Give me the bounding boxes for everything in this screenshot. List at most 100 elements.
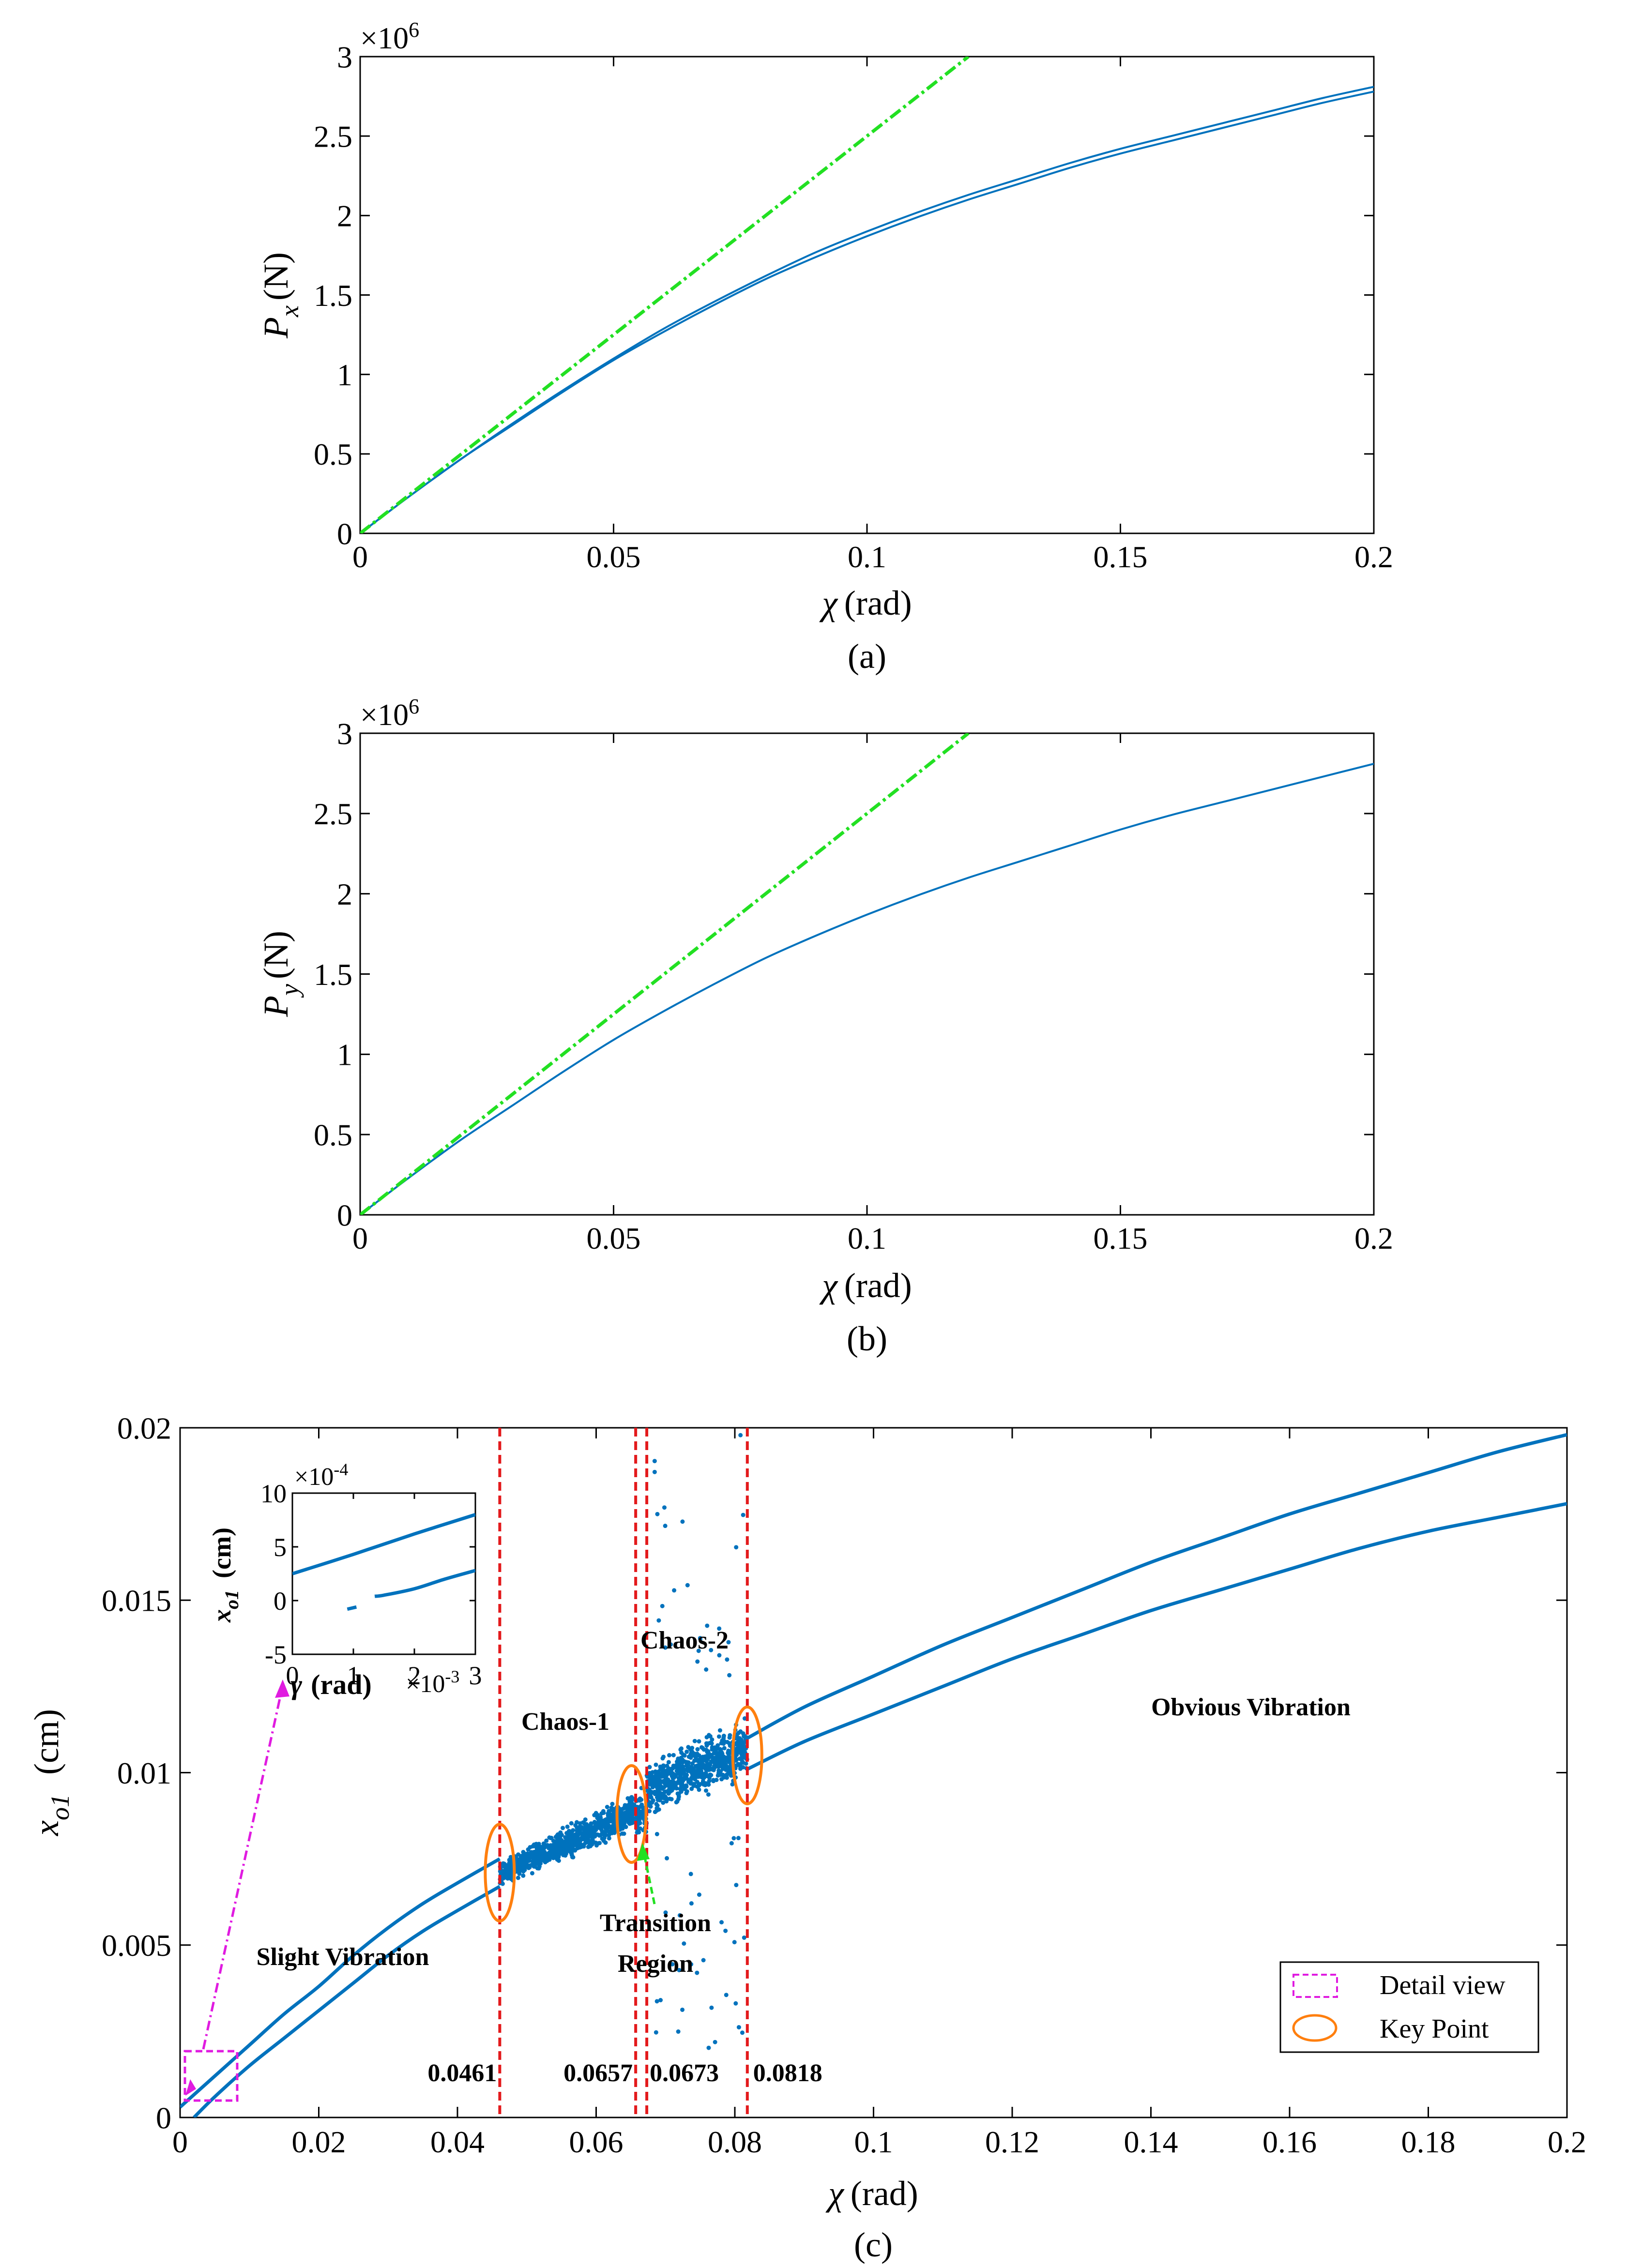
- scatter-point: [636, 1807, 641, 1812]
- scatter-point: [728, 1743, 732, 1748]
- scatter-point: [637, 1817, 642, 1822]
- x-tick-label: 0: [172, 2125, 188, 2159]
- scatter-point: [528, 1845, 532, 1850]
- annotation-slight-vibration: Slight Vibration: [257, 1943, 429, 1971]
- scatter-point: [743, 1734, 747, 1739]
- scatter-point: [651, 1783, 655, 1787]
- scatter-point: [628, 1809, 633, 1814]
- scatter-point: [604, 1826, 609, 1831]
- x-tick-label: 0: [352, 1221, 368, 1255]
- x-tick-label: 0.2: [1354, 540, 1393, 574]
- scatter-point: [719, 1741, 724, 1746]
- scatter-point: [684, 1776, 689, 1781]
- linear-fit-line: [360, 57, 970, 533]
- x-axis-label: χ (rad): [819, 584, 912, 622]
- scatter-point: [555, 1854, 560, 1859]
- legend-label-detail-view: Detail view: [1380, 1970, 1505, 2000]
- scatter-point: [728, 1766, 732, 1770]
- scatter-point: [695, 1747, 700, 1752]
- scatter-point: [666, 1760, 671, 1765]
- scatter-point: [721, 1736, 726, 1740]
- y-tick-label: 0.02: [117, 1411, 171, 1445]
- scatter-point: [667, 1753, 672, 1758]
- scatter-point: [741, 1512, 745, 1517]
- scatter-point: [654, 1831, 659, 1836]
- scatter-point: [647, 1765, 652, 1769]
- scatter-point: [592, 1820, 597, 1825]
- scatter-point: [717, 1653, 722, 1658]
- scatter-point: [522, 1852, 527, 1857]
- scatter-point: [717, 1626, 722, 1631]
- scatter-point: [696, 1767, 700, 1771]
- scatter-point: [731, 1836, 736, 1841]
- scatter-point: [705, 1623, 710, 1628]
- scatter-point: [669, 1797, 674, 1801]
- scatter-point: [557, 1842, 562, 1847]
- scatter-point: [581, 1842, 586, 1847]
- y-tick-label: 0.5: [314, 437, 352, 471]
- detail-arrow: [202, 1685, 284, 2050]
- scatter-point: [688, 1872, 693, 1876]
- x-tick-label: 0.1: [848, 540, 886, 574]
- scatter-point: [620, 1825, 624, 1830]
- scatter-point: [599, 1827, 604, 1832]
- series-group: [292, 1513, 475, 1611]
- scatter-point: [681, 1753, 686, 1757]
- scatter-point: [650, 1800, 654, 1805]
- scatter-point: [671, 1753, 676, 1757]
- x-tick-label: 0.15: [1094, 540, 1148, 574]
- scatter-point: [592, 1834, 596, 1839]
- scatter-point: [609, 1827, 614, 1831]
- scatter-point: [688, 1777, 693, 1782]
- scatter-point: [676, 1794, 681, 1799]
- scatter-point: [744, 1761, 748, 1766]
- scatter-point: [666, 1771, 671, 1776]
- series-line: [746, 1502, 1567, 1771]
- scatter-point: [727, 1759, 731, 1764]
- scatter-point: [662, 1505, 667, 1510]
- x-axis-label: χ (rad): [819, 1266, 912, 1305]
- scatter-point: [697, 1892, 701, 1897]
- scatter-point: [656, 1618, 661, 1623]
- scatter-point: [649, 1790, 654, 1795]
- scatter-point: [554, 1850, 559, 1855]
- panel-c: 0.0461 0.0657 0.0673 0.0818 0 0.02 0.04 0.06 0.…: [27, 1411, 1586, 2264]
- scatter-point: [721, 1775, 726, 1780]
- scatter-point: [692, 1769, 697, 1774]
- scatter-point: [551, 1846, 556, 1851]
- series-group: [360, 57, 1374, 533]
- scatter-point: [661, 1791, 666, 1796]
- scatter-point: [663, 1524, 668, 1528]
- scatter-point: [609, 1807, 614, 1812]
- x-tick-label: 0.08: [708, 2125, 762, 2159]
- detail-view-legend-icon: [1292, 1974, 1338, 1998]
- scatter-point: [657, 1798, 662, 1802]
- scatter-point: [609, 1818, 614, 1823]
- scatter-point: [709, 1741, 714, 1746]
- scatter-point: [663, 1910, 668, 1915]
- scatter-point: [680, 2007, 685, 2012]
- scatter-point: [690, 1746, 695, 1751]
- scatter-point: [668, 1789, 672, 1794]
- x-axis-label: χ (rad): [825, 2174, 918, 2213]
- scatter-point: [507, 1861, 512, 1866]
- scatter-point: [660, 1771, 665, 1776]
- x-tick-label: 0.1: [848, 1221, 886, 1255]
- scatter-point: [656, 1794, 661, 1799]
- x-tick-label: 0.06: [569, 2125, 623, 2159]
- vertical-markers: 0.0461 0.0657 0.0673 0.0818: [427, 1428, 822, 2117]
- scatter-point: [656, 1769, 661, 1774]
- scatter-point: [652, 1777, 656, 1782]
- y-tick-label: 0: [156, 2101, 171, 2135]
- scatter-point: [535, 1860, 540, 1864]
- scatter-point: [709, 1648, 714, 1652]
- scatter-point: [737, 1742, 742, 1747]
- y-tick-label: 3: [337, 40, 352, 74]
- transition-arrow: [642, 1852, 656, 1905]
- scatter-point: [695, 1970, 699, 1975]
- x-tick-label: 0.2: [1354, 1221, 1393, 1255]
- scatter-point: [561, 1826, 565, 1830]
- scatter-point: [626, 1820, 631, 1825]
- scatter-point: [575, 1846, 580, 1851]
